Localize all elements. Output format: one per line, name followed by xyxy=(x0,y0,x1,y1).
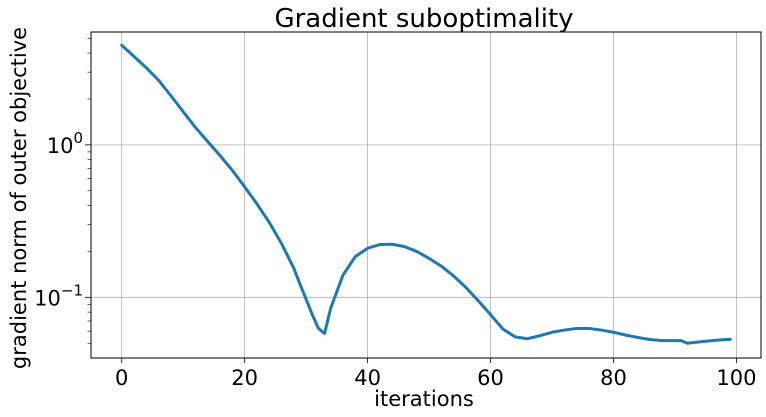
y-tick-label: 10−1 xyxy=(34,281,83,310)
x-tick-label: 20 xyxy=(231,366,258,390)
x-tick-label: 80 xyxy=(600,366,627,390)
ticks: 0 20 40 60 80 100 10−1 100 xyxy=(34,38,756,390)
chart-title: Gradient suboptimality xyxy=(274,4,573,34)
series-layer xyxy=(120,43,732,345)
x-tick-label: 60 xyxy=(477,366,504,390)
x-axis-label: iterations xyxy=(374,387,474,411)
y-tick-label: 100 xyxy=(47,129,83,158)
x-tick-label: 0 xyxy=(115,366,128,390)
x-tick-label: 40 xyxy=(354,366,381,390)
y-axis-label: gradient norm of outer objective xyxy=(7,27,31,369)
plot-frame xyxy=(90,31,762,359)
grid xyxy=(91,32,761,358)
x-tick-label: 100 xyxy=(716,366,756,390)
series-line-0 xyxy=(120,43,732,345)
